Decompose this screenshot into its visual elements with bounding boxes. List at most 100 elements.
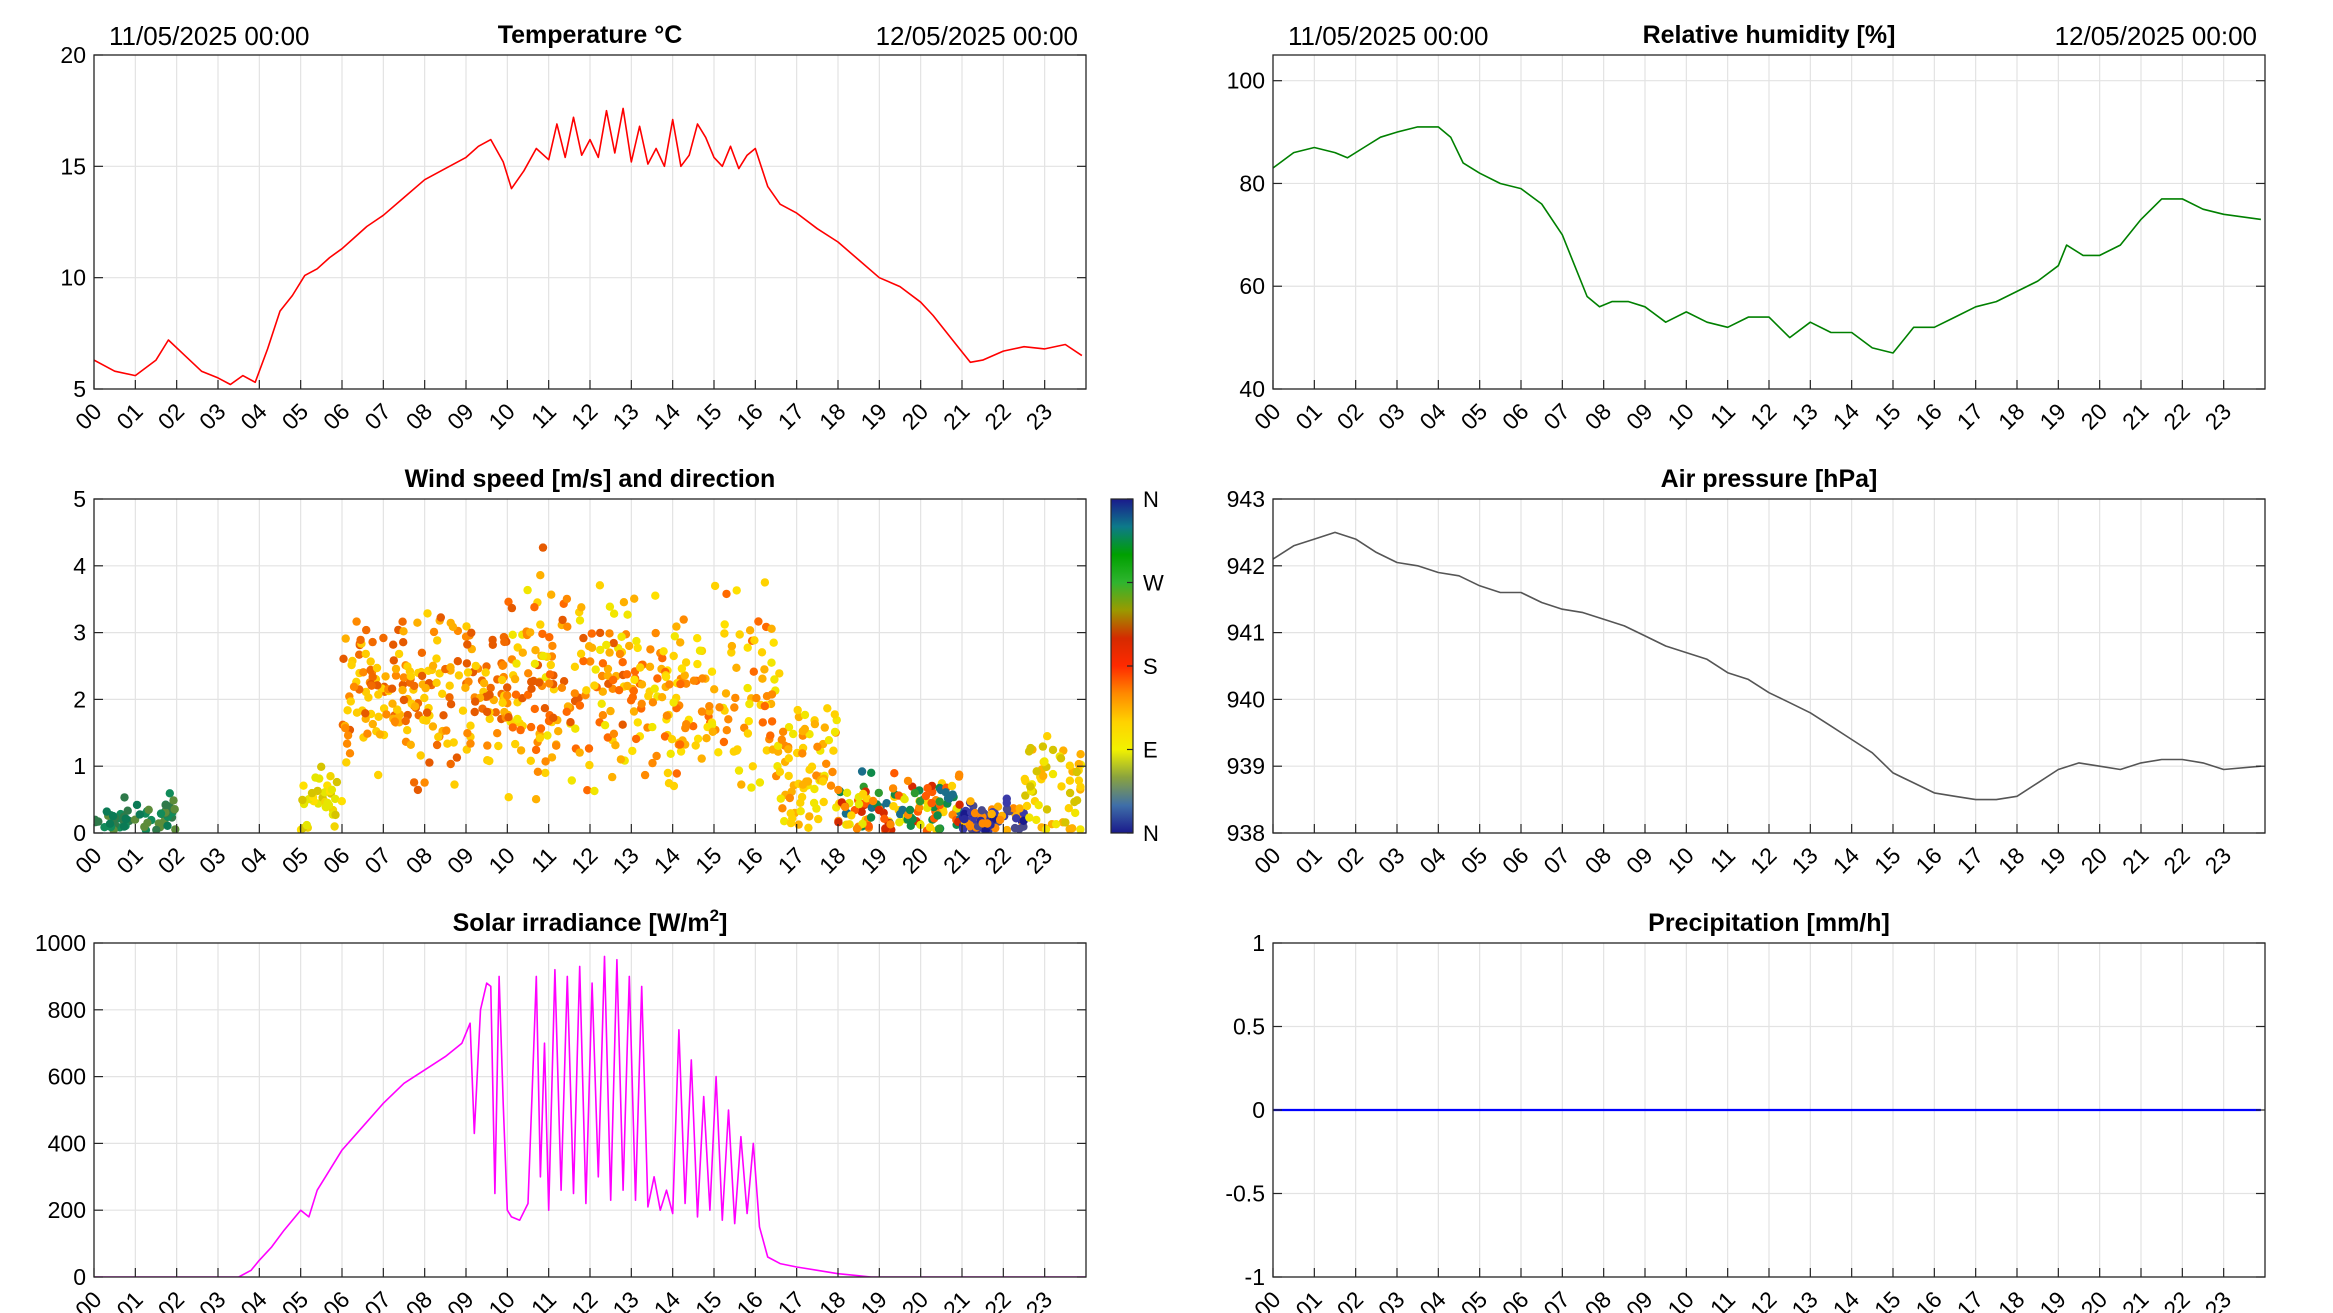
x-tick-label: 00 (1249, 1286, 1285, 1313)
wind-point (767, 658, 776, 667)
x-tick-label: 10 (1662, 398, 1698, 434)
wind-point (767, 624, 776, 633)
x-tick-label: 06 (1497, 398, 1533, 434)
wind-point (536, 724, 546, 733)
wind-point (927, 798, 936, 808)
wind-point (960, 815, 969, 824)
wind-point (327, 785, 337, 794)
colorbar-label: S (1143, 654, 1158, 679)
wind-point (381, 672, 390, 681)
wind-point (387, 684, 397, 693)
wind-point (389, 656, 398, 665)
x-tick-label: 18 (814, 842, 850, 878)
wind-point (503, 683, 512, 692)
wind-point (453, 657, 462, 666)
wind-point (388, 699, 397, 708)
wind-point (500, 637, 509, 647)
wind-point (616, 755, 626, 764)
chart-title: Precipitation [mm/h] (1648, 909, 1890, 937)
x-tick-label: 14 (1828, 1286, 1865, 1313)
wind-point (659, 647, 668, 656)
x-tick-label: 08 (1580, 1286, 1616, 1313)
wind-point (1015, 824, 1024, 833)
wind-point (390, 717, 400, 726)
x-tick-label: 10 (1662, 1286, 1698, 1313)
wind-point (545, 679, 554, 688)
wind-point (1038, 742, 1048, 751)
wind-point (667, 735, 677, 744)
wind-point (778, 804, 787, 813)
wind-point (432, 654, 441, 663)
wind-point (576, 649, 586, 658)
wind-point (449, 738, 458, 747)
x-tick-label: 03 (194, 398, 230, 434)
wind-point (503, 691, 512, 700)
wind-point (910, 788, 920, 798)
x-tick-label: 18 (1993, 842, 2029, 878)
wind-point (819, 797, 828, 807)
wind-point (1039, 771, 1048, 781)
x-tick-label: 22 (979, 1286, 1015, 1313)
wind-point (108, 811, 118, 821)
wind-point (1040, 757, 1049, 766)
wind-point (689, 722, 698, 731)
x-tick-label: 06 (318, 842, 354, 878)
wind-point (614, 686, 624, 695)
wind-point (959, 824, 968, 833)
wind-point (743, 729, 753, 738)
wind-point (820, 723, 829, 732)
wind-point (533, 767, 543, 776)
wind-point (630, 675, 639, 684)
x-tick-label: 22 (2158, 398, 2194, 434)
wind-point (361, 709, 370, 718)
wind-point (651, 628, 660, 638)
x-tick-label: 00 (70, 398, 106, 434)
x-tick-label: 13 (607, 842, 643, 878)
wind-point (805, 812, 814, 821)
wind-point (1012, 814, 1021, 823)
wind-point (847, 811, 856, 820)
x-tick-label: 15 (690, 1286, 726, 1313)
wind-point (662, 711, 672, 720)
x-tick-label: 10 (483, 1286, 519, 1313)
wind-point (486, 683, 495, 693)
wind-point (609, 675, 618, 685)
wind-point (798, 749, 807, 758)
wind-point (695, 646, 705, 655)
wind-point (780, 817, 789, 826)
wind-point (366, 657, 375, 666)
wind-point (1041, 825, 1051, 833)
wind-point (342, 758, 351, 767)
wind-point (600, 721, 610, 730)
wind-point (541, 757, 550, 766)
wind-point (925, 823, 935, 832)
x-tick-label: 06 (318, 398, 354, 434)
wind-point (526, 722, 536, 732)
wind-point (814, 814, 823, 824)
wind-point (504, 597, 513, 606)
wind-point (439, 711, 448, 720)
y-tick-label: 940 (1227, 686, 1265, 712)
wind-point (541, 768, 550, 778)
wind-point (794, 820, 803, 829)
wind-point (622, 670, 632, 679)
wind-point (733, 745, 742, 754)
wind-point (826, 781, 836, 790)
wind-point (697, 754, 706, 763)
x-tick-label: 22 (979, 398, 1015, 434)
x-tick-label: 20 (2076, 1286, 2112, 1313)
wind-point (857, 807, 866, 816)
x-tick-label: 23 (1021, 398, 1057, 434)
wind-point (366, 665, 375, 675)
x-tick-label: 06 (1497, 1286, 1533, 1313)
wind-point (800, 710, 810, 720)
wind-point (508, 723, 517, 732)
wind-point (727, 641, 737, 651)
y-tick-label: 20 (60, 42, 86, 68)
wind-point (760, 578, 770, 587)
x-tick-label: 10 (483, 398, 519, 434)
wind-point (482, 707, 492, 717)
wind-points (94, 543, 1086, 833)
x-tick-label: 00 (1249, 842, 1285, 878)
